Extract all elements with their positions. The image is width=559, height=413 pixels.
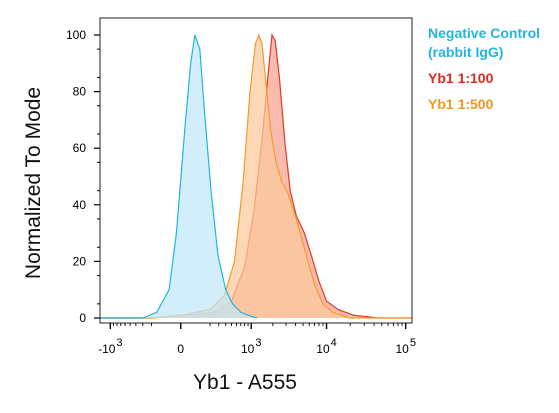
x-tick-label: -103 xyxy=(98,337,122,356)
series-area-2 xyxy=(100,35,412,318)
legend-label-rabbit-igg: (rabbit IgG) xyxy=(428,44,504,60)
y-tick-label: 80 xyxy=(73,85,87,99)
y-axis: 0 20 40 60 80 100 xyxy=(66,28,100,325)
histogram-areas xyxy=(100,33,412,319)
x-tick-label: 0 xyxy=(177,342,184,356)
y-tick-label: 100 xyxy=(66,28,86,42)
legend: Negative Control (rabbit IgG) Yb1 1:100 … xyxy=(428,24,540,121)
plot-frame xyxy=(99,17,413,324)
legend-item-yb1-1-100: Yb1 1:100 xyxy=(428,70,494,86)
y-axis-title: Normalized To Mode xyxy=(22,87,45,279)
y-tick-label: 0 xyxy=(79,311,86,325)
series-line-0 xyxy=(100,34,257,319)
y-tick-label: 40 xyxy=(73,198,87,212)
x-axis-title: Yb1 - A555 xyxy=(193,371,297,394)
x-tick-label: 103 xyxy=(241,337,261,356)
x-tick-label: 104 xyxy=(316,337,336,356)
plot-border xyxy=(99,17,413,324)
legend-item-negative-control: Negative Control (rabbit IgG) xyxy=(428,24,540,62)
legend-item-yb1-1-500: Yb1 1:500 xyxy=(428,96,494,112)
x-axis: -103 0 103 104 105 xyxy=(98,323,416,356)
y-tick-label: 20 xyxy=(73,254,87,268)
legend-label-negative-control: Negative Control xyxy=(428,25,541,41)
y-tick-label: 60 xyxy=(73,141,87,155)
x-tick-label: 105 xyxy=(395,337,415,356)
series-area-0 xyxy=(100,35,257,318)
